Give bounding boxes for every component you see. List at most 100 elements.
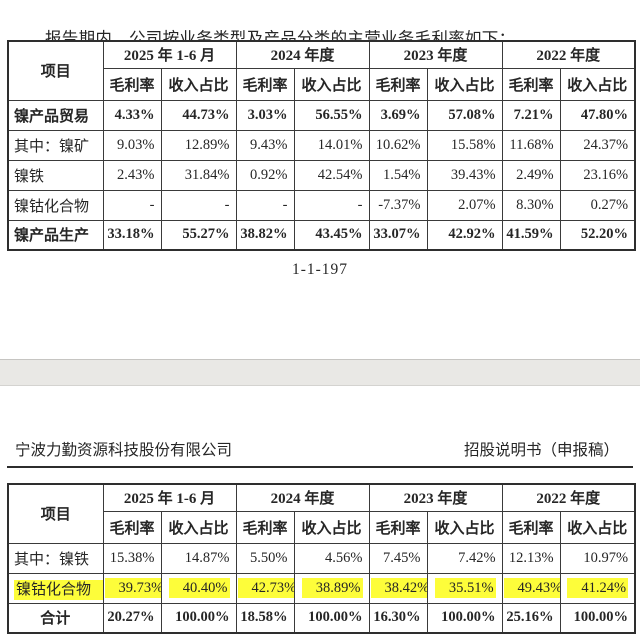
table-subheader-row: 毛利率 收入占比 毛利率 收入占比 毛利率 收入占比 毛利率 收入占比 [8, 67, 636, 101]
value-cell: 7.45% [368, 542, 428, 574]
column-header-gross-margin: 毛利率 [368, 510, 428, 544]
column-header-gross-margin: 毛利率 [368, 67, 428, 101]
value-cell: 2.49% [501, 159, 561, 191]
value-cell: 5.50% [235, 542, 295, 574]
value-cell: -7.37% [368, 189, 428, 221]
value-cell: 4.56% [293, 542, 370, 574]
value-cell: 38.42% [368, 572, 428, 604]
value-cell: 15.38% [102, 542, 162, 574]
value-cell: 12.89% [160, 129, 237, 161]
row-label-cell: 镍产品贸易 [7, 99, 104, 131]
value-cell: 41.59% [501, 219, 561, 251]
value-cell: 4.33% [102, 99, 162, 131]
row-label-cell: 镍钴化合物 [7, 572, 104, 604]
margin-table-nickel-products: 项目 2025 年 1-6 月 2024 年度 2023 年度 2022 年度 … [7, 483, 637, 634]
column-header-revenue-share: 收入占比 [559, 510, 636, 544]
value-cell: 31.84% [160, 159, 237, 191]
value-cell: 38.89% [293, 572, 370, 604]
column-header-period-2025: 2025 年 1-6 月 [102, 40, 237, 69]
table-row: 镍产品贸易 4.33% 44.73% 3.03% 56.55% 3.69% 57.08% 7.… [7, 99, 636, 131]
value-cell: 42.92% [426, 219, 503, 251]
table-row: 其中：镍铁 15.38% 14.87% 5.50% 4.56% 7.45% 7.42% 12.… [7, 542, 636, 574]
value-cell: 9.03% [102, 129, 162, 161]
row-label-cell: 其中：镍矿 [7, 129, 104, 161]
value-cell: 39.43% [426, 159, 503, 191]
table-header-row: 项目 2025 年 1-6 月 2024 年度 2023 年度 2022 年度 [7, 40, 636, 101]
value-cell: 55.27% [160, 219, 237, 251]
value-cell: 10.97% [559, 542, 636, 574]
value-cell: 49.43% [501, 572, 561, 604]
row-label-cell: 镍产品生产 [7, 219, 104, 251]
value-cell: 16.30% [368, 602, 428, 634]
value-cell: 40.40% [160, 572, 237, 604]
value-cell: - [235, 189, 295, 221]
margin-table-by-business: 项目 2025 年 1-6 月 2024 年度 2023 年度 2022 年度 … [7, 40, 637, 251]
value-cell: 9.43% [235, 129, 295, 161]
value-cell: 100.00% [426, 602, 503, 634]
value-cell: 24.37% [559, 129, 636, 161]
value-cell: 44.73% [160, 99, 237, 131]
column-header-revenue-share: 收入占比 [426, 67, 503, 101]
table-row: 合计 20.27% 100.00% 18.58% 100.00% 16.30% 100.00… [7, 602, 636, 634]
value-cell: 39.73% [102, 572, 162, 604]
column-header-period-2023: 2023 年度 [368, 483, 503, 512]
value-cell: 7.42% [426, 542, 503, 574]
column-header-revenue-share: 收入占比 [293, 510, 370, 544]
company-name: 宁波力勤资源科技股份有限公司 [15, 442, 233, 459]
value-cell: 3.03% [235, 99, 295, 131]
value-cell: 7.21% [501, 99, 561, 131]
column-header-gross-margin: 毛利率 [235, 510, 295, 544]
column-header-gross-margin: 毛利率 [102, 510, 162, 544]
value-cell: - [102, 189, 162, 221]
value-cell: 14.87% [160, 542, 237, 574]
column-header-gross-margin: 毛利率 [501, 510, 561, 544]
value-cell: - [160, 189, 237, 221]
value-cell: 57.08% [426, 99, 503, 131]
table-row: 镍钴化合物 - - - - -7.37% 2.07% 8.30% 0.27% [7, 189, 636, 221]
row-label-cell: 镍钴化合物 [7, 189, 104, 221]
column-header-revenue-share: 收入占比 [160, 510, 237, 544]
value-cell: - [293, 189, 370, 221]
value-cell: 47.80% [559, 99, 636, 131]
value-cell: 11.68% [501, 129, 561, 161]
column-header-period-2024: 2024 年度 [235, 483, 370, 512]
column-header-revenue-share: 收入占比 [160, 67, 237, 101]
value-cell: 41.24% [559, 572, 636, 604]
value-cell: 43.45% [293, 219, 370, 251]
value-cell: 100.00% [293, 602, 370, 634]
table-subheader-row: 毛利率 收入占比 毛利率 收入占比 毛利率 收入占比 毛利率 收入占比 [8, 510, 636, 544]
document-header: 宁波力勤资源科技股份有限公司 招股说明书（申报稿） [7, 438, 633, 468]
table-row: 其中：镍矿 9.03% 12.89% 9.43% 14.01% 10.62% 15.58% 1… [7, 129, 636, 161]
table-header-row: 项目 2025 年 1-6 月 2024 年度 2023 年度 2022 年度 [7, 483, 636, 544]
value-cell: 33.07% [368, 219, 428, 251]
column-header-period-2022: 2022 年度 [501, 483, 636, 512]
row-label-cell: 合计 [7, 602, 104, 634]
value-cell: 8.30% [501, 189, 561, 221]
page-separator [0, 359, 640, 386]
value-cell: 25.16% [501, 602, 561, 634]
value-cell: 100.00% [160, 602, 237, 634]
column-header-revenue-share: 收入占比 [293, 67, 370, 101]
value-cell: 2.43% [102, 159, 162, 191]
value-cell: 0.27% [559, 189, 636, 221]
page-number: 1-1-197 [291, 261, 349, 278]
value-cell: 35.51% [426, 572, 503, 604]
value-cell: 14.01% [293, 129, 370, 161]
value-cell: 12.13% [501, 542, 561, 574]
column-header-period-2023: 2023 年度 [368, 40, 503, 69]
column-header-period-2022: 2022 年度 [501, 40, 636, 69]
column-header-revenue-share: 收入占比 [559, 67, 636, 101]
value-cell: 10.62% [368, 129, 428, 161]
value-cell: 52.20% [559, 219, 636, 251]
value-cell: 42.54% [293, 159, 370, 191]
value-cell: 3.69% [368, 99, 428, 131]
value-cell: 33.18% [102, 219, 162, 251]
row-label-cell: 其中：镍铁 [7, 542, 104, 574]
column-header-item: 项目 [7, 483, 104, 544]
column-header-period-2025: 2025 年 1-6 月 [102, 483, 237, 512]
column-header-item: 项目 [7, 40, 104, 101]
table-row: 镍铁 2.43% 31.84% 0.92% 42.54% 1.54% 39.43% 2.49%… [7, 159, 636, 191]
table-row: 镍产品生产 33.18% 55.27% 38.82% 43.45% 33.07% 42.92… [7, 219, 636, 251]
value-cell: 18.58% [235, 602, 295, 634]
